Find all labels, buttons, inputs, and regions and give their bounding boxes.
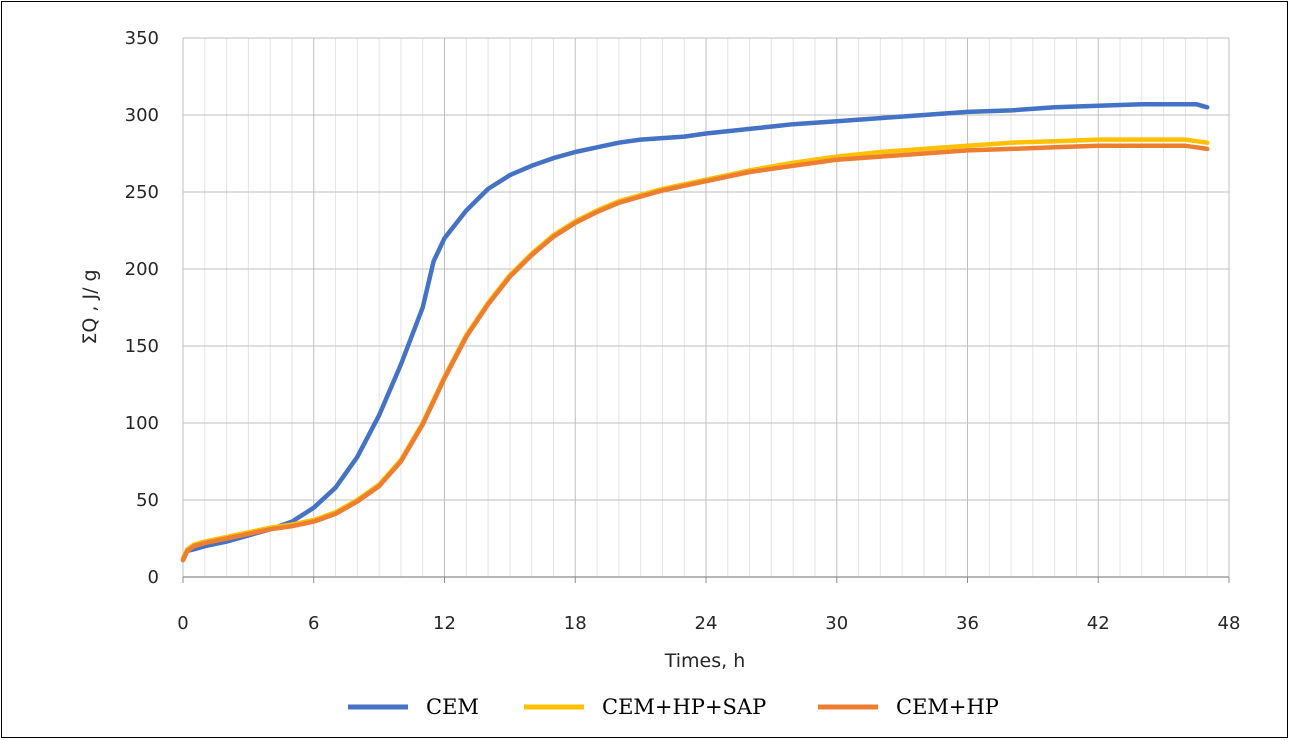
legend-item-1: CEM xyxy=(348,695,479,719)
y-tick-label: 250 xyxy=(125,182,159,203)
x-tick-label: 12 xyxy=(433,613,456,634)
grid-lines xyxy=(182,37,1230,578)
series-line-3 xyxy=(180,143,1210,563)
series-lines xyxy=(180,101,1210,563)
y-tick-label: 50 xyxy=(136,490,159,511)
legend-label: CEM xyxy=(426,695,479,719)
y-tick-label: 150 xyxy=(125,336,159,357)
legend-label: CEM+HP+SAP xyxy=(602,695,766,719)
axes xyxy=(182,576,1230,583)
x-tick-label: 30 xyxy=(825,613,848,634)
legend-label: CEM+HP xyxy=(896,695,999,719)
y-tick-label: 200 xyxy=(125,259,159,280)
x-tick-label: 48 xyxy=(1218,613,1241,634)
x-tick-label: 36 xyxy=(956,613,979,634)
tick-labels: 0 6 12 18 24 30 36 42 48 0 50 100 150 200 250 300 350 xyxy=(125,28,1241,634)
y-tick-label: 0 xyxy=(148,567,159,588)
y-tick-label: 100 xyxy=(125,413,159,434)
y-tick-label: 300 xyxy=(125,105,159,126)
y-axis-title: ΣQ , J/ g xyxy=(79,269,101,344)
series-line-1 xyxy=(180,101,1210,563)
x-tick-label: 6 xyxy=(308,613,319,634)
series-line-2 xyxy=(180,137,1210,561)
x-tick-label: 24 xyxy=(695,613,718,634)
x-axis-title: Times, h xyxy=(664,650,746,672)
x-tick-label: 42 xyxy=(1087,613,1110,634)
x-tick-label: 18 xyxy=(564,613,587,634)
y-tick-label: 350 xyxy=(125,28,159,49)
legend: CEM CEM+HP+SAP CEM+HP xyxy=(348,695,999,719)
legend-item-3: CEM+HP xyxy=(818,695,999,719)
legend-item-2: CEM+HP+SAP xyxy=(524,695,766,719)
x-tick-label: 0 xyxy=(177,613,188,634)
